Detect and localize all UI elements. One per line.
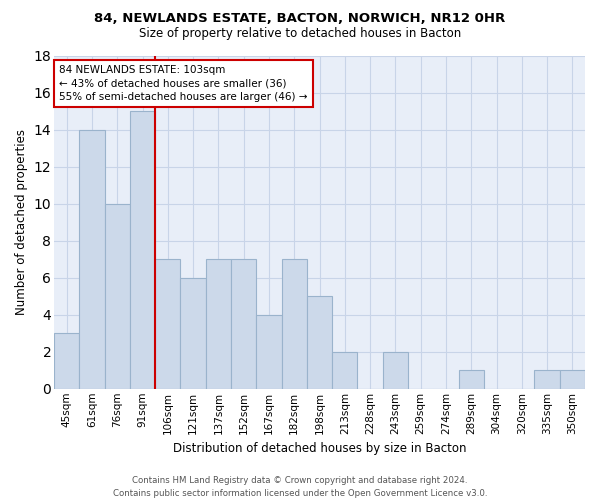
Bar bbox=[54, 333, 79, 389]
Bar bbox=[560, 370, 585, 389]
Bar bbox=[155, 259, 181, 389]
Bar bbox=[206, 259, 231, 389]
Bar bbox=[281, 259, 307, 389]
Text: Size of property relative to detached houses in Bacton: Size of property relative to detached ho… bbox=[139, 28, 461, 40]
Bar bbox=[104, 204, 130, 389]
Bar bbox=[332, 352, 358, 389]
Bar bbox=[181, 278, 206, 389]
Bar bbox=[256, 314, 281, 389]
Text: Contains HM Land Registry data © Crown copyright and database right 2024.
Contai: Contains HM Land Registry data © Crown c… bbox=[113, 476, 487, 498]
Bar bbox=[535, 370, 560, 389]
Text: 84 NEWLANDS ESTATE: 103sqm
← 43% of detached houses are smaller (36)
55% of semi: 84 NEWLANDS ESTATE: 103sqm ← 43% of deta… bbox=[59, 66, 308, 102]
Y-axis label: Number of detached properties: Number of detached properties bbox=[15, 129, 28, 315]
Bar bbox=[231, 259, 256, 389]
Bar bbox=[458, 370, 484, 389]
Bar bbox=[130, 111, 155, 389]
Bar bbox=[79, 130, 104, 389]
X-axis label: Distribution of detached houses by size in Bacton: Distribution of detached houses by size … bbox=[173, 442, 466, 455]
Bar bbox=[307, 296, 332, 389]
Text: 84, NEWLANDS ESTATE, BACTON, NORWICH, NR12 0HR: 84, NEWLANDS ESTATE, BACTON, NORWICH, NR… bbox=[94, 12, 506, 26]
Bar bbox=[383, 352, 408, 389]
